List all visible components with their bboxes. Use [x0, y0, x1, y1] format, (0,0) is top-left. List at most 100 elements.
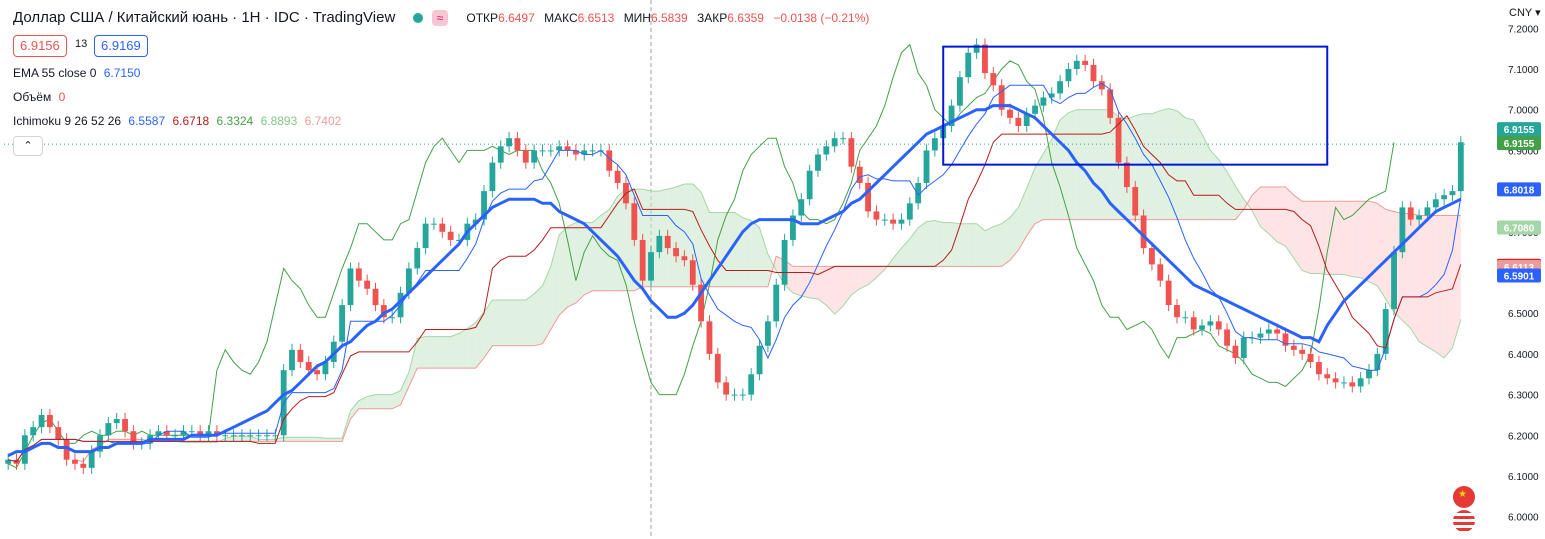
candle-116	[973, 44, 980, 53]
candle-23	[197, 431, 204, 436]
candle-0	[5, 459, 12, 464]
buy-button[interactable]: 6.9169	[94, 35, 148, 57]
ema-value: 6.7150	[103, 66, 141, 80]
candle-152	[1274, 329, 1281, 334]
candle-14	[122, 419, 128, 432]
candle-73	[614, 170, 621, 183]
candle-5	[46, 414, 53, 428]
candle-115	[965, 52, 972, 78]
cloud-segment-151	[1335, 201, 1344, 275]
candle-126	[1057, 81, 1064, 94]
cloud-segment-70	[659, 189, 668, 287]
candle-156	[1307, 353, 1314, 363]
price-label-bg-1	[1497, 136, 1541, 151]
title-row: Доллар США / Китайский юань · 1H · IDC ·…	[13, 9, 875, 27]
candle-134	[1123, 162, 1130, 188]
candle-140	[1174, 305, 1180, 318]
cloud-segment-87	[801, 266, 810, 298]
candle-118	[990, 73, 997, 86]
candle-36	[305, 362, 312, 371]
cloud-segment-41	[417, 336, 426, 369]
cloud-segment-116	[1043, 139, 1052, 220]
candle-137	[1149, 248, 1155, 265]
candle-29	[247, 435, 254, 437]
candle-92	[773, 284, 780, 322]
cloud-segment-104	[943, 222, 952, 267]
candle-15	[130, 431, 137, 444]
candle-12	[105, 423, 112, 436]
candle-50	[422, 223, 429, 249]
cloud-segment-128	[1143, 113, 1152, 220]
cloud-segment-101	[918, 221, 927, 267]
cloud-segment-93	[851, 266, 860, 295]
cloud-segment-141	[1252, 187, 1261, 227]
candle-76	[639, 239, 646, 281]
cloud-segment-38	[392, 390, 401, 409]
cloud-segment-46	[458, 328, 468, 369]
cloud-segment-59	[567, 222, 576, 308]
ichimoku-legend[interactable]: Ichimoku 9 26 52 26 6.5587 6.6718 6.3324…	[13, 114, 342, 128]
price-label-0: 6.9155	[1504, 125, 1535, 136]
cloud-segment-146	[1293, 195, 1303, 271]
candle-48	[405, 268, 412, 293]
cloud-segment-76	[709, 212, 718, 287]
candle-108	[906, 203, 913, 220]
cloud-segment-35	[367, 394, 376, 409]
cloud-segment-55	[534, 285, 543, 346]
candle-166	[1391, 252, 1397, 310]
candle-132	[1107, 89, 1114, 118]
candle-120	[1007, 109, 1013, 118]
candle-135	[1132, 187, 1139, 216]
ema-legend[interactable]: EMA 55 close 0 6.7150	[13, 66, 141, 80]
cloud-segment-53	[517, 299, 526, 346]
candle-103	[865, 182, 871, 212]
cloud-segment-79	[734, 212, 743, 287]
candle-72	[606, 150, 613, 171]
candle-19	[163, 431, 170, 436]
cloud-segment-91	[834, 266, 844, 315]
candle-11	[97, 435, 103, 452]
candle-24	[205, 431, 212, 436]
cloud-segment-133	[1185, 117, 1194, 220]
y-tick-label-2: 6.2000	[1508, 431, 1539, 442]
cloud-segment-164	[1444, 215, 1453, 358]
candle-91	[764, 321, 771, 346]
price-label-bg-6	[1497, 268, 1541, 283]
candle-35	[297, 349, 304, 363]
candle-21	[180, 431, 187, 436]
candle-93	[781, 239, 788, 285]
candle-133	[1115, 117, 1122, 163]
price-label-5: 6.6113	[1504, 263, 1534, 274]
wave-icon[interactable]: ≈	[431, 10, 449, 27]
volume-legend[interactable]: Объём 0	[13, 90, 66, 104]
candle-172	[1441, 195, 1448, 200]
cloud-segment-162	[1427, 215, 1436, 352]
candle-89	[748, 374, 755, 395]
cloud-segment-109	[984, 226, 994, 267]
sell-button[interactable]: 6.9156	[13, 35, 67, 57]
cloud-segment-145	[1285, 187, 1294, 259]
collapse-legend-button[interactable]: ⌃	[13, 136, 43, 156]
candle-122	[1023, 113, 1030, 126]
market-open-icon	[413, 13, 424, 24]
candle-106	[890, 219, 897, 224]
price-label-2: 6.8018	[1504, 185, 1535, 196]
candle-86	[723, 382, 730, 395]
cloud-segment-28	[308, 437, 318, 442]
candle-10	[88, 451, 95, 468]
cloud-segment-75	[701, 192, 710, 287]
y-tick-label-12: 7.2000	[1508, 24, 1539, 35]
candle-119	[998, 85, 1005, 110]
price-label-1: 6.9155	[1504, 139, 1535, 150]
candle-105	[881, 219, 888, 221]
candle-46	[389, 317, 396, 319]
candle-70	[589, 150, 596, 152]
ichimoku-kijun-value: 6.6718	[172, 114, 210, 128]
cloud-segment-115	[1035, 153, 1044, 224]
currency-selector[interactable]: CNY ▾	[1509, 7, 1541, 19]
candle-54	[456, 239, 462, 241]
ichimoku-span-b-line	[74, 186, 1461, 463]
cloud-segment-42	[425, 336, 434, 369]
